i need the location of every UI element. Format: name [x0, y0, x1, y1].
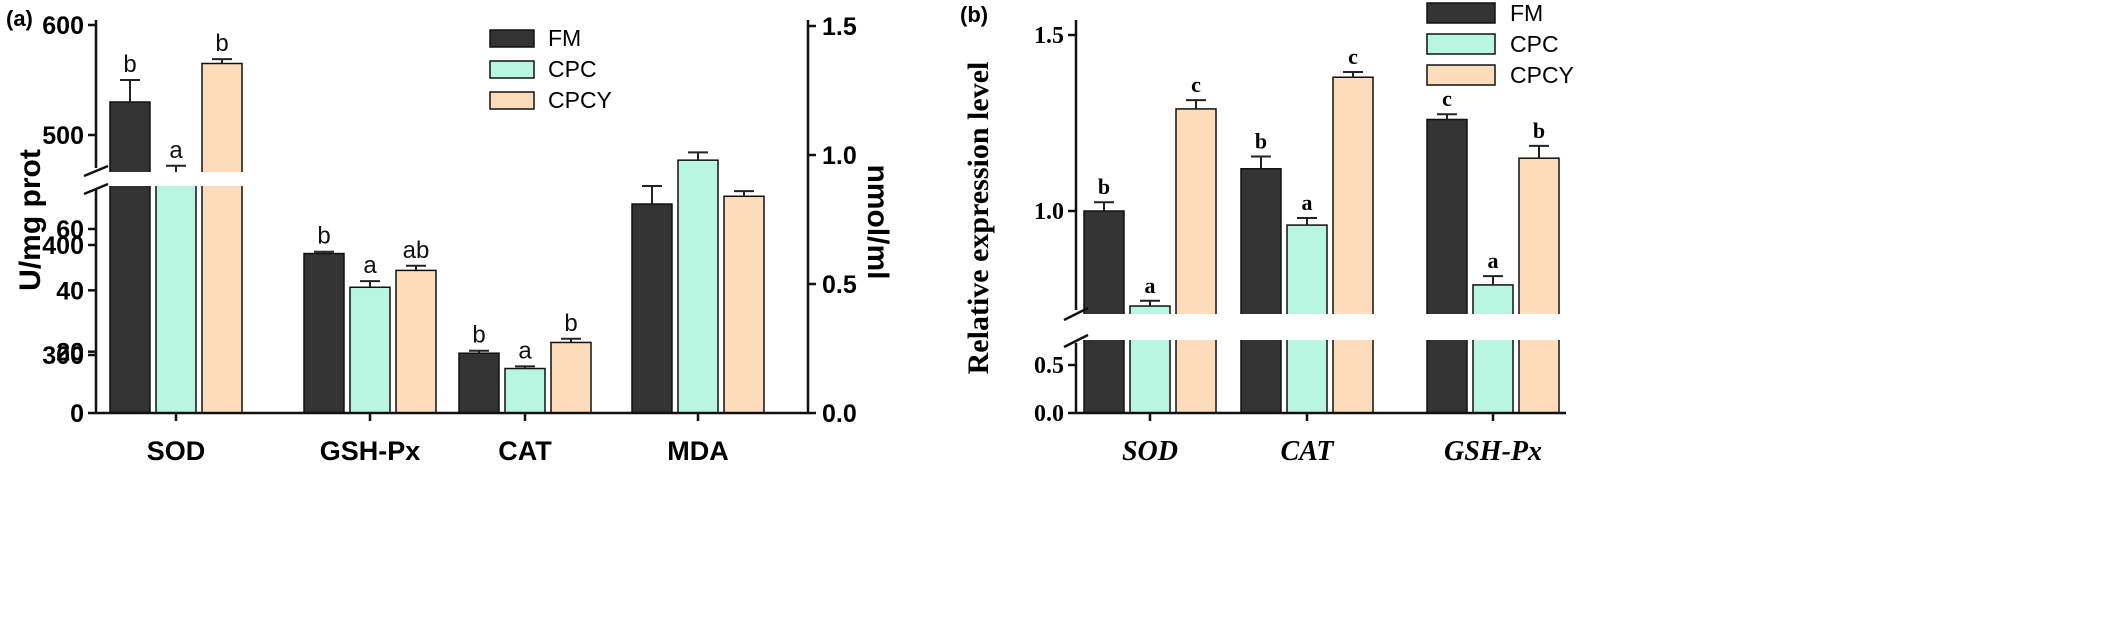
- legend-swatch-fm: [489, 29, 535, 48]
- bar-fm-cat: [458, 352, 500, 414]
- significance-letter: b: [564, 310, 577, 337]
- bar-cpcy-sod: [201, 62, 243, 414]
- legend-swatch-fm: [1426, 2, 1496, 24]
- y-tick-label-left: 500: [42, 122, 84, 150]
- bar-cpcy-gsh-px: [395, 269, 437, 414]
- y-tick-label: 0.0: [1034, 401, 1064, 427]
- legend-swatch-cpcy: [1426, 64, 1496, 86]
- bar-cpc-sod: [155, 181, 197, 414]
- y-tick-label-left: 600: [42, 12, 84, 40]
- y-tick-label-right: 1.5: [822, 13, 857, 41]
- bar-cpcy-cat: [1332, 76, 1374, 414]
- bar-fm-sod: [1083, 210, 1125, 414]
- panel-label-a: (a): [6, 6, 33, 31]
- significance-letter: c: [1442, 86, 1452, 111]
- legend-label: FM: [1510, 0, 1543, 26]
- legend-label: CPC: [548, 56, 597, 82]
- x-tick-label: MDA: [667, 436, 729, 466]
- legend-swatch-cpcy: [489, 91, 535, 110]
- bar-cpc-cat: [504, 367, 546, 414]
- y-axis-label-b: Relative expression level: [962, 62, 995, 375]
- x-tick-label: CAT: [498, 436, 552, 466]
- plot-area-a: bbbaaababb02040603004005006000.00.51.01.…: [42, 12, 857, 466]
- legend-label: CPCY: [548, 87, 612, 113]
- y-tick-label-left: 0: [70, 400, 84, 428]
- y-tick-label-left: 60: [56, 216, 84, 244]
- significance-letter: b: [472, 322, 485, 349]
- panel-label-b: (b): [960, 2, 988, 27]
- x-tick-label: GSH-Px: [320, 436, 421, 466]
- y-axis-label-right-a: nmol/ml: [861, 164, 894, 279]
- significance-letter: a: [1302, 190, 1313, 215]
- significance-letter: b: [215, 30, 228, 57]
- legend-label: CPCY: [1510, 62, 1574, 88]
- axis-break-mark: [1063, 306, 1089, 322]
- y-tick-label: 1.5: [1034, 23, 1064, 49]
- y-tick-label-left: 20: [56, 339, 84, 367]
- significance-letter: b: [317, 223, 330, 250]
- axis-break-mark: [83, 164, 109, 178]
- bar-fm-cat: [1240, 168, 1282, 414]
- y-tick-label: 1.0: [1034, 199, 1064, 225]
- axis-break-gap: [1060, 314, 1580, 340]
- bar-cpcy-mda: [723, 195, 765, 414]
- bar-fm-sod: [109, 101, 151, 414]
- significance-letter: a: [518, 337, 532, 364]
- bar-cpcy-gsh-px: [1518, 157, 1560, 414]
- x-tick-label: SOD: [147, 436, 206, 466]
- axis-break-gap: [85, 172, 295, 186]
- significance-letter: a: [1488, 248, 1499, 273]
- significance-letter: c: [1191, 72, 1201, 97]
- significance-letter: a: [363, 252, 377, 279]
- significance-letter: a: [169, 137, 183, 164]
- y-axis-label-left-a: U/mg prot: [14, 149, 47, 291]
- axis-break-mark: [1063, 333, 1089, 349]
- bar-fm-gsh-px: [303, 252, 345, 414]
- y-tick-label-right: 1.0: [822, 142, 857, 170]
- bar-fm-mda: [631, 203, 673, 414]
- legend-swatch-cpc: [1426, 33, 1496, 55]
- significance-letter: b: [1255, 128, 1267, 153]
- legend-label: CPC: [1510, 31, 1559, 57]
- legend-label: FM: [548, 25, 581, 51]
- bar-cpcy-cat: [550, 341, 592, 414]
- bar-cpcy-sod: [1175, 108, 1217, 414]
- legend-swatch-cpc: [489, 60, 535, 79]
- y-tick-label-left: 300: [42, 342, 84, 370]
- significance-letter: a: [1145, 273, 1156, 298]
- y-tick-label-right: 0.5: [822, 271, 857, 299]
- significance-letter: ab: [403, 237, 430, 264]
- x-tick-label: CAT: [1281, 436, 1336, 467]
- significance-letter: c: [1348, 44, 1358, 69]
- y-tick-label: 0.5: [1034, 353, 1064, 379]
- plot-area-b: b b c a a a c c b 0.0 0.5 1.0 1.5 SOD CAT GSH-Px FM CPC CP…: [1034, 0, 1580, 467]
- bar-cpc-gsh-px: [349, 286, 391, 414]
- y-tick-label-left: 40: [56, 277, 84, 305]
- significance-letter: b: [1098, 174, 1110, 199]
- y-tick-label-left: 400: [42, 232, 84, 260]
- bar-cpc-gsh-px: [1472, 284, 1514, 414]
- x-tick-label: SOD: [1122, 436, 1178, 467]
- significance-letter: b: [123, 51, 136, 78]
- x-tick-label: GSH-Px: [1444, 436, 1542, 467]
- axis-break-mark: [83, 182, 109, 196]
- significance-letter: b: [1533, 118, 1545, 143]
- bar-cpc-mda: [677, 159, 719, 414]
- bar-fm-gsh-px: [1426, 118, 1468, 414]
- y-tick-label-right: 0.0: [822, 400, 857, 428]
